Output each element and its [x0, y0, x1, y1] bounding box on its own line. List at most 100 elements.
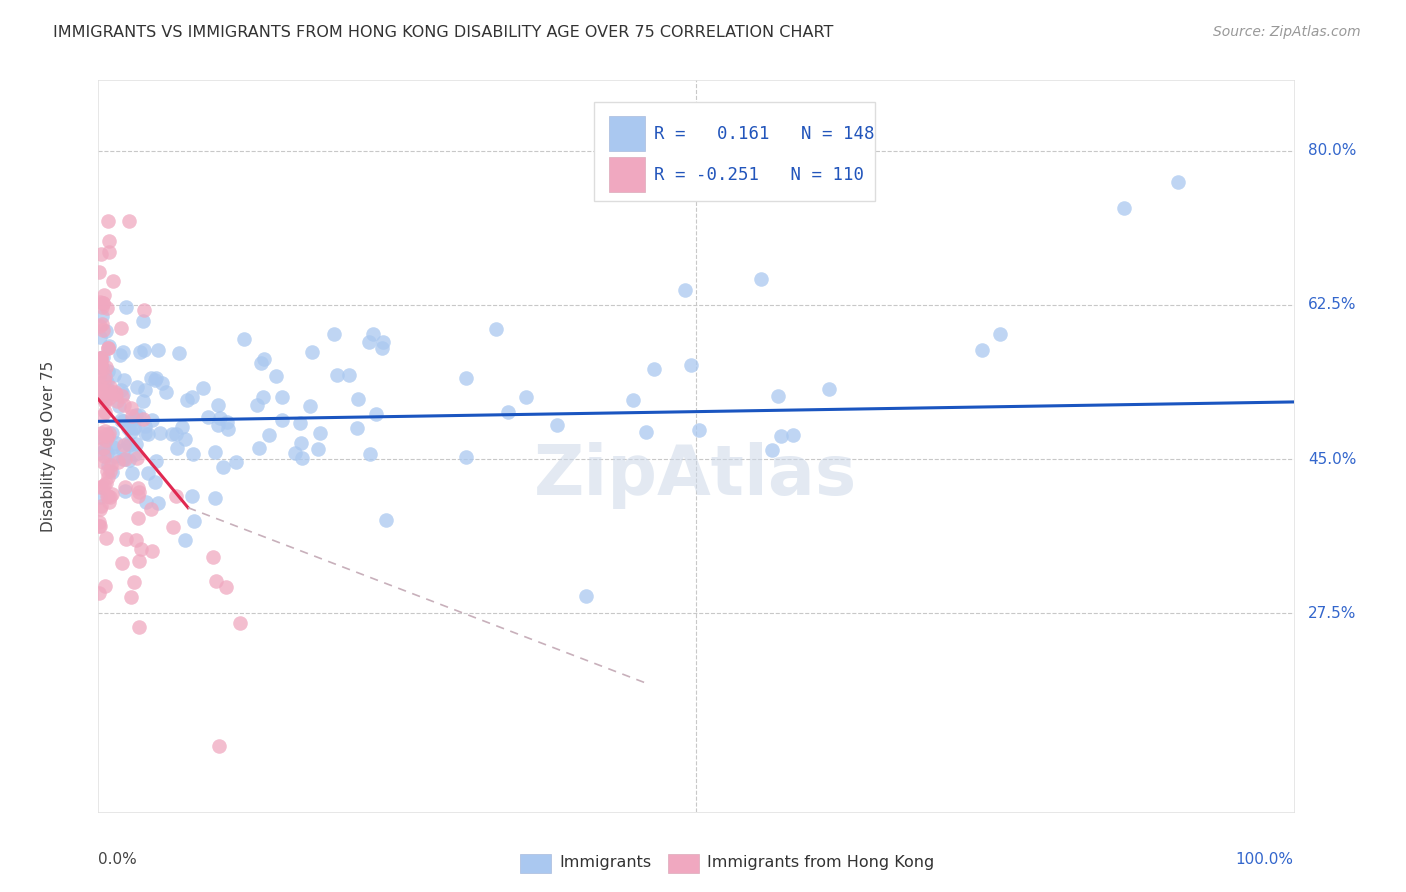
Point	[111, 389, 134, 403]
Point	[112, 413, 135, 427]
Point	[112, 398, 135, 412]
Point	[217, 422, 239, 436]
Point	[150, 376, 173, 390]
Point	[89, 378, 111, 392]
Point	[90, 351, 112, 366]
Point	[120, 425, 142, 440]
Point	[484, 322, 506, 336]
Point	[89, 330, 111, 344]
Text: IMMIGRANTS VS IMMIGRANTS FROM HONG KONG DISABILITY AGE OVER 75 CORRELATION CHART: IMMIGRANTS VS IMMIGRANTS FROM HONG KONG …	[53, 25, 834, 40]
Point	[125, 533, 148, 547]
Point	[87, 354, 110, 368]
Point	[129, 541, 152, 556]
Point	[143, 373, 166, 387]
Point	[688, 423, 710, 437]
Point	[818, 382, 841, 396]
Point	[121, 409, 143, 424]
Point	[118, 214, 141, 228]
Point	[91, 480, 114, 494]
Point	[93, 373, 115, 387]
Point	[87, 379, 110, 393]
Point	[215, 580, 238, 594]
Point	[253, 351, 276, 366]
Text: Source: ZipAtlas.com: Source: ZipAtlas.com	[1213, 25, 1361, 39]
Point	[229, 615, 252, 630]
Point	[97, 429, 120, 443]
Point	[197, 410, 219, 425]
Point	[110, 349, 132, 363]
Point	[165, 489, 187, 503]
Point	[98, 380, 121, 394]
Point	[346, 420, 368, 434]
Point	[135, 495, 157, 509]
Point	[204, 491, 226, 505]
Point	[97, 392, 120, 406]
Point	[141, 413, 163, 427]
Point	[112, 438, 135, 452]
Point	[246, 398, 269, 412]
Point	[114, 300, 136, 314]
Point	[91, 360, 114, 375]
Point	[89, 319, 111, 334]
Point	[125, 380, 148, 394]
Point	[94, 424, 117, 438]
FancyBboxPatch shape	[609, 116, 644, 152]
Point	[359, 447, 381, 461]
Point	[215, 416, 238, 430]
Point	[207, 417, 229, 432]
Point	[94, 324, 117, 338]
Point	[114, 483, 136, 498]
Point	[91, 322, 114, 336]
Text: ZipAtlas: ZipAtlas	[534, 442, 858, 508]
Point	[271, 390, 294, 404]
Text: 62.5%: 62.5%	[1308, 298, 1357, 312]
Point	[110, 384, 132, 398]
Point	[988, 326, 1011, 341]
Point	[120, 401, 142, 416]
Point	[252, 390, 274, 404]
Point	[782, 427, 804, 442]
Point	[93, 296, 115, 310]
FancyBboxPatch shape	[609, 157, 644, 192]
Point	[232, 333, 254, 347]
Point	[117, 421, 139, 435]
Point	[193, 381, 215, 395]
Point	[361, 326, 384, 341]
Point	[761, 443, 783, 458]
Point	[183, 514, 205, 528]
Point	[90, 426, 112, 441]
Point	[127, 511, 149, 525]
FancyBboxPatch shape	[595, 103, 875, 201]
Point	[148, 426, 170, 441]
Point	[101, 426, 124, 441]
Text: R =   0.161   N = 148: R = 0.161 N = 148	[654, 125, 875, 143]
Point	[1112, 201, 1135, 215]
Point	[94, 369, 117, 384]
Point	[208, 739, 231, 753]
Point	[89, 387, 111, 401]
Point	[155, 384, 177, 399]
Point	[291, 450, 314, 465]
Point	[124, 447, 146, 461]
Point	[97, 469, 120, 483]
Point	[94, 405, 117, 419]
Point	[112, 373, 135, 387]
Point	[89, 358, 111, 372]
Point	[309, 426, 332, 441]
Point	[96, 427, 118, 442]
Point	[98, 384, 121, 399]
Point	[128, 408, 150, 422]
Point	[134, 418, 156, 433]
Point	[359, 334, 381, 349]
Point	[290, 435, 312, 450]
Point	[165, 426, 187, 441]
Point	[91, 387, 114, 401]
Point	[97, 245, 120, 260]
Point	[111, 443, 134, 458]
Point	[97, 214, 120, 228]
Point	[91, 350, 114, 364]
Text: 27.5%: 27.5%	[1308, 606, 1357, 621]
Point	[574, 589, 596, 603]
Point	[307, 442, 329, 456]
Point	[970, 343, 993, 358]
